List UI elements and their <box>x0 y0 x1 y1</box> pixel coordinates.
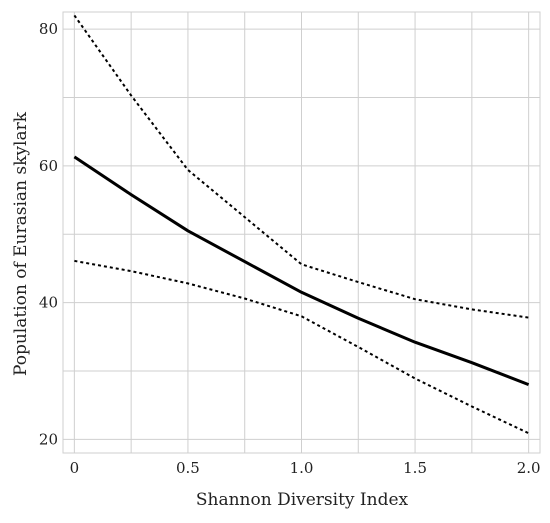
series-lines <box>73 14 530 435</box>
y-tick-label: 60 <box>39 157 58 175</box>
x-tick-labels: 0 0.5 1.0 1.5 2.0 <box>70 459 541 477</box>
x-axis-label: Shannon Diversity Index <box>196 490 409 510</box>
x-tick-label: 0.5 <box>176 459 200 477</box>
x-tick-label: 1.5 <box>403 459 427 477</box>
y-tick-labels: 20 40 60 80 <box>39 20 58 448</box>
x-tick-label: 0 <box>70 459 80 477</box>
mean-line <box>73 155 530 386</box>
grid <box>62 11 541 454</box>
y-tick-label: 20 <box>39 430 58 448</box>
x-tick-label: 2.0 <box>517 459 541 477</box>
lower-bound-line <box>74 259 530 435</box>
y-tick-label: 80 <box>39 20 58 38</box>
x-tick-label: 1.0 <box>290 459 314 477</box>
y-axis-label: Population of Eurasian skylark <box>11 111 31 376</box>
y-tick-label: 40 <box>39 294 58 312</box>
